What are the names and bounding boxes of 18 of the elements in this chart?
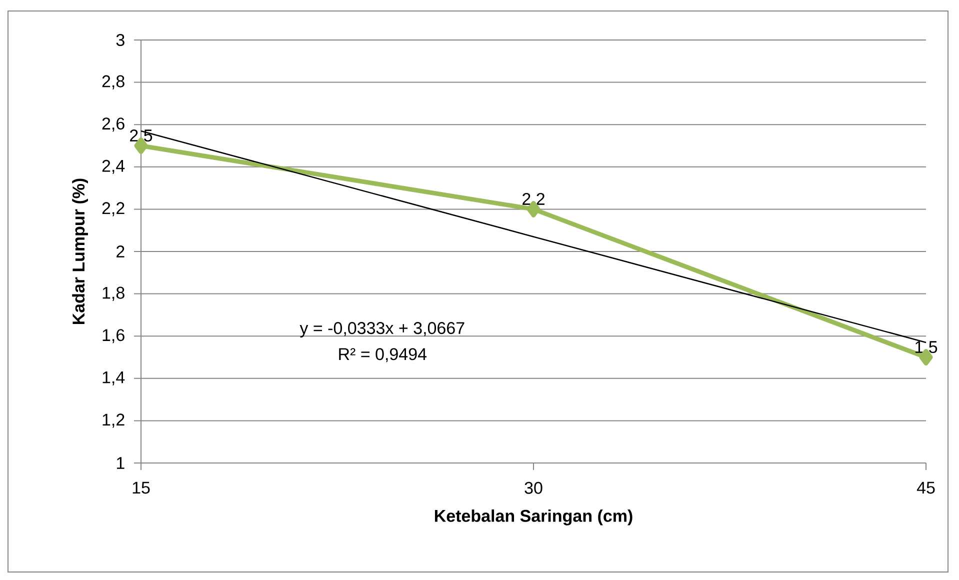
y-tick-label: 2,2 (102, 202, 124, 216)
y-axis-title: Kadar Lumpur (%) (72, 178, 88, 324)
y-tick-label: 1 (116, 457, 124, 469)
y-tick-label: 1,2 (102, 414, 124, 428)
y-tick-label: 1,4 (102, 371, 125, 386)
annotation: y = -0,0333x + 3,0667 (300, 322, 464, 338)
y-tick-label: 1,6 (102, 329, 124, 344)
y-tick-label: 3 (116, 34, 124, 46)
y-tick-label: 1,8 (102, 286, 124, 301)
x-tick-label: 15 (132, 482, 150, 494)
y-tick-label: 2,4 (102, 160, 125, 174)
y-tick-label: 2,6 (102, 118, 124, 132)
x-tick-label: 45 (916, 482, 935, 494)
x-axis-title: Ketebalan Saringan (cm) (434, 509, 632, 526)
y-tick-label: 2 (116, 246, 124, 258)
x-tick-label: 30 (524, 482, 542, 494)
y-tick-label: 2,8 (102, 75, 124, 90)
annotation: R² = 0,9494 (339, 348, 427, 362)
